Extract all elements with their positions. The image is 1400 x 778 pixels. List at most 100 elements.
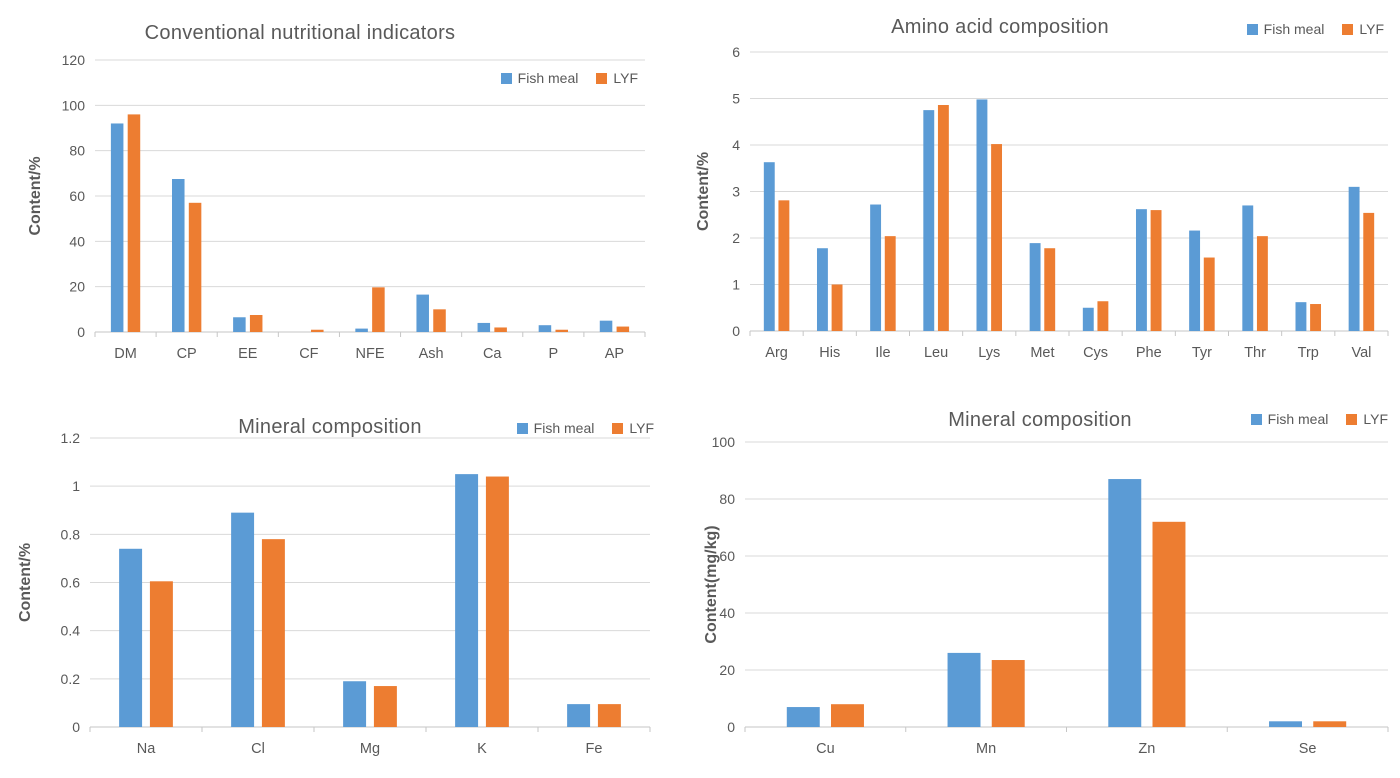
bar-fish-meal-arg (763, 162, 775, 331)
chart-legend: Fish meal LYF (1246, 21, 1384, 37)
y-tick-label: 2 (732, 230, 740, 246)
bar-lyf-phe (1150, 210, 1162, 331)
x-category-label: Mn (976, 741, 996, 757)
legend-swatch-icon (1250, 413, 1262, 425)
bar-lyf-thr (1256, 236, 1268, 331)
bar-fish-meal-na (119, 548, 143, 727)
chart-legend: Fish meal LYF (1250, 411, 1388, 427)
legend-swatch-icon (1246, 23, 1258, 35)
bar-lyf-lys (991, 144, 1003, 331)
y-tick-label: 100 (712, 434, 736, 450)
y-tick-label: 0.8 (61, 526, 81, 542)
bar-lyf-fe (597, 704, 621, 727)
legend-item-lyf: LYF (596, 70, 638, 86)
y-axis-title: Content/% (27, 156, 44, 235)
x-category-label: His (819, 345, 840, 361)
x-category-label: Ca (483, 346, 502, 362)
y-tick-label: 1.2 (61, 430, 81, 446)
y-tick-label: 20 (719, 662, 735, 678)
x-category-label: Phe (1136, 345, 1162, 361)
bar-lyf-zn (1152, 521, 1186, 727)
x-category-label: CP (177, 346, 197, 362)
y-tick-label: 0 (72, 719, 80, 735)
bar-fish-meal-met (1029, 243, 1041, 331)
x-category-label: Tyr (1192, 345, 1212, 361)
x-category-label: Val (1351, 345, 1371, 361)
y-axis-title: Content(mg/kg) (703, 525, 720, 643)
bar-fish-meal-leu (923, 110, 935, 331)
bar-lyf-k (485, 476, 509, 727)
bar-lyf-ile (884, 236, 896, 331)
bar-lyf-cp (188, 202, 202, 332)
chart-panel-mineral-composition-percent: 0 0.2 0.4 0.6 0.8 1 1.2 Na Cl Mg K Fe Content/% Mine… (0, 389, 700, 778)
legend-item-fish-meal: Fish meal (500, 70, 579, 86)
y-tick-label: 0.4 (61, 623, 81, 639)
legend-swatch-icon (516, 422, 528, 434)
chart-plot: 0 1 2 3 4 5 6 Arg His Ile Leu Lys Met Cys Phe Tyr Thr Trp… (695, 44, 1389, 361)
bar-fish-meal-cp (172, 179, 185, 332)
bar-lyf-se (1313, 721, 1347, 727)
legend-item-fish-meal: Fish meal (1250, 411, 1329, 427)
y-tick-label: 1 (732, 277, 740, 293)
bar-fish-meal-zn (1108, 479, 1142, 727)
chart-legend: Fish meal LYF (516, 420, 654, 436)
legend-item-lyf: LYF (1346, 411, 1388, 427)
x-category-label: Cu (816, 741, 835, 757)
x-category-label: AP (605, 346, 624, 362)
bar-lyf-mg (373, 686, 397, 727)
chart-plot: 0 20 40 60 80 100 120 DM CP EE CF NFE Ash Ca P AP Conten… (27, 52, 646, 362)
bar-fish-meal-tyr (1189, 230, 1201, 331)
x-category-label: NFE (356, 346, 385, 362)
legend-label: Fish meal (1263, 21, 1325, 37)
legend-label: LYF (1359, 21, 1384, 37)
bar-fish-meal-mn (947, 652, 981, 727)
legend-item-fish-meal: Fish meal (516, 420, 594, 436)
bar-fish-meal-cu (786, 707, 820, 727)
legend-label: LYF (629, 420, 654, 436)
bar-fish-meal-val (1348, 186, 1360, 331)
legend-swatch-icon (612, 422, 624, 434)
y-tick-label: 1 (72, 478, 80, 494)
x-category-label: Se (1299, 741, 1317, 757)
x-category-label: EE (238, 346, 258, 362)
x-category-label: Na (137, 741, 156, 757)
chart-title: Conventional nutritional indicators (144, 22, 456, 44)
x-category-label: Ash (419, 346, 444, 362)
bar-fish-meal-thr (1242, 205, 1254, 331)
bar-fish-meal-se (1269, 721, 1302, 727)
legend-label: Fish meal (1267, 411, 1329, 427)
y-tick-label: 0 (732, 323, 740, 339)
bar-fish-meal-p (538, 325, 552, 332)
x-category-label: Zn (1138, 741, 1155, 757)
legend-swatch-icon (500, 72, 512, 84)
bar-lyf-trp (1310, 304, 1322, 331)
x-category-label: K (477, 741, 487, 757)
y-tick-label: 0.2 (61, 671, 81, 687)
chart-plot: 0 20 40 60 80 100 Cu Mn Zn Se Content(mg/kg) (703, 434, 1389, 757)
legend-item-lyf: LYF (1342, 21, 1384, 37)
y-tick-label: 60 (719, 548, 735, 564)
bar-fish-meal-nfe (355, 328, 368, 332)
legend-label: Fish meal (517, 70, 579, 86)
y-tick-label: 60 (69, 188, 85, 204)
bar-lyf-leu (937, 105, 949, 331)
bar-lyf-dm (127, 114, 141, 333)
bar-lyf-val (1363, 212, 1375, 331)
x-category-label: Arg (765, 345, 788, 361)
x-category-label: Trp (1298, 345, 1319, 361)
bar-lyf-tyr (1203, 257, 1215, 331)
chart-panel-mineral-composition-mgkg: 0 20 40 60 80 100 Cu Mn Zn Se Content(mg/kg) Miner… (700, 389, 1400, 778)
bar-lyf-arg (778, 200, 790, 331)
bar-fish-meal-lys (976, 99, 988, 332)
bar-lyf-ca (494, 327, 507, 332)
y-tick-label: 5 (732, 91, 740, 107)
chart-panel-conventional-nutritional-indicators: 0 20 40 60 80 100 120 DM CP EE CF NFE Ash Ca P AP Conten… (0, 0, 700, 389)
bar-fish-meal-ca (477, 322, 491, 332)
bar-fish-meal-dm (110, 123, 124, 332)
y-tick-label: 80 (69, 143, 85, 159)
bar-lyf-nfe (372, 287, 385, 332)
bar-fish-meal-ile (870, 204, 882, 331)
bar-lyf-na (149, 581, 173, 727)
legend-item-lyf: LYF (612, 420, 654, 436)
legend-swatch-icon (1342, 23, 1354, 35)
